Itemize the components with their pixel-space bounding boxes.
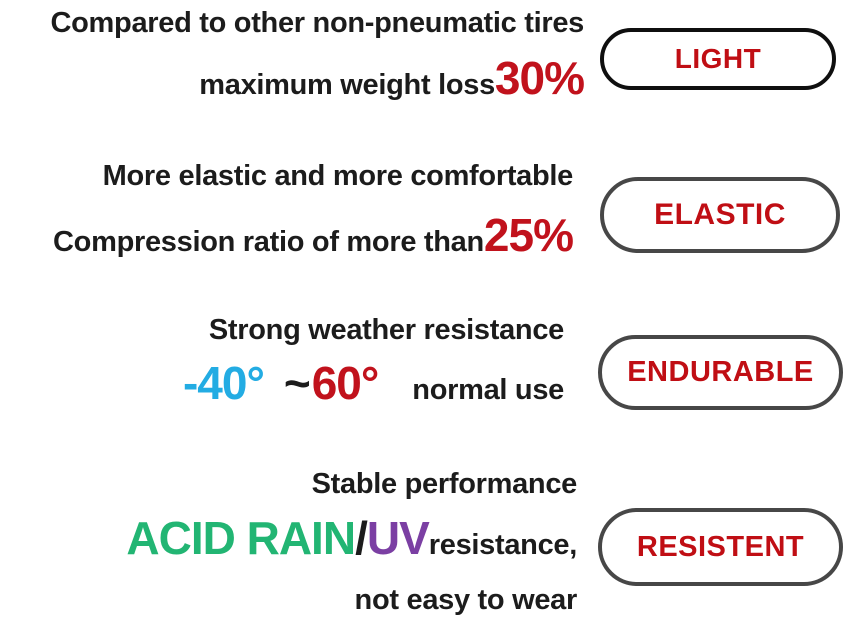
temp-range-tilde: ~ <box>283 357 311 409</box>
normal-use-label: normal use <box>412 374 564 406</box>
temp-high-value: 60° <box>311 357 380 409</box>
feature-section-resistent: Stable performance ACID RAIN/UVresistanc… <box>126 466 577 617</box>
feature-endurable-headline: Strong weather resistance <box>208 314 564 346</box>
feature-section-light: Compared to other non-pneumatic tires ma… <box>50 5 585 117</box>
badge-elastic-label: ELASTIC <box>654 198 786 231</box>
slash-separator: / <box>355 512 368 564</box>
uv-label: UV <box>366 512 430 564</box>
wear-note: not easy to wear <box>354 584 578 616</box>
badge-endurable-label: ENDURABLE <box>627 356 814 388</box>
resistance-line: ACID RAIN/UVresistance, <box>126 510 577 578</box>
feature-elastic-metric-line: Compression ratio of more than25% <box>53 208 574 274</box>
badge-resistent: RESISTENT <box>598 508 843 586</box>
badge-light-label: LIGHT <box>674 43 762 74</box>
resistance-suffix: resistance, <box>428 529 578 561</box>
compression-ratio-label: Compression ratio of more than <box>53 226 484 258</box>
feature-elastic-headline: More elastic and more comfortable <box>102 160 574 192</box>
feature-light-headline: Compared to other non-pneumatic tires <box>50 7 584 39</box>
weight-loss-value: 30% <box>494 52 585 104</box>
feature-light-metric-line: maximum weight loss30% <box>50 51 585 117</box>
badge-endurable: ENDURABLE <box>598 335 843 410</box>
badge-resistent-label: RESISTENT <box>636 530 805 563</box>
weight-loss-label: maximum weight loss <box>199 69 495 101</box>
temp-low-value: -40° <box>182 357 265 409</box>
acid-rain-label: ACID RAIN <box>126 512 356 564</box>
badge-light: LIGHT <box>600 28 836 90</box>
feature-section-endurable: Strong weather resistance -40° ~60° normal… <box>183 312 564 422</box>
feature-resistent-headline: Stable performance <box>311 468 578 500</box>
compression-ratio-value: 25% <box>483 209 574 261</box>
badge-elastic: ELASTIC <box>600 177 840 253</box>
temperature-range-line: -40° ~60° normal use <box>183 356 564 422</box>
feature-section-elastic: More elastic and more comfortable Compre… <box>53 158 574 274</box>
